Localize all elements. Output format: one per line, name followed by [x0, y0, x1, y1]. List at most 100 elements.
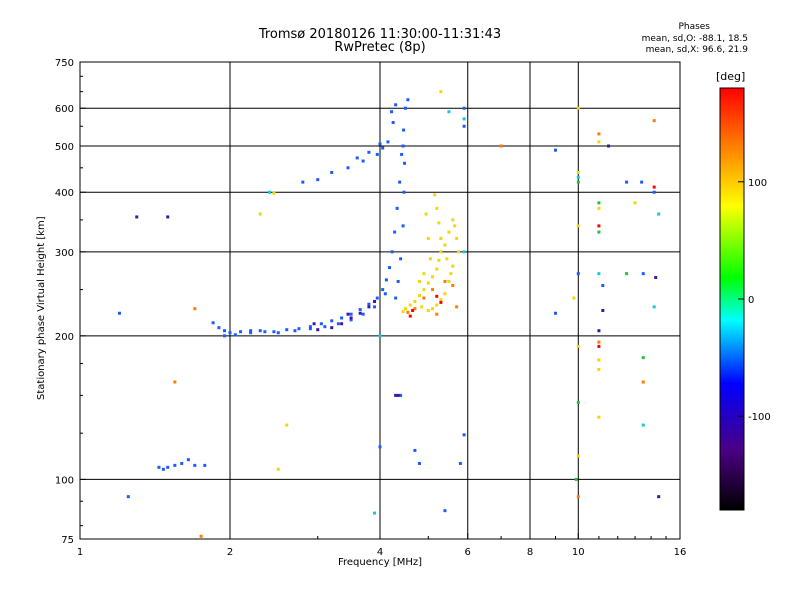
data-point: [203, 463, 207, 467]
data-point: [180, 461, 184, 465]
stats-line-o: mean, sd,O: -88.1, 18.5: [641, 34, 748, 44]
data-point: [378, 142, 382, 146]
data-point: [390, 110, 394, 114]
data-point: [399, 257, 403, 261]
y-tick-label: 75: [61, 535, 74, 546]
data-point: [445, 257, 449, 261]
data-point: [455, 236, 459, 240]
data-point: [439, 90, 443, 94]
data-point: [346, 166, 350, 170]
data-point: [657, 212, 661, 216]
data-point: [499, 144, 503, 148]
data-point: [401, 224, 405, 228]
data-point: [652, 119, 656, 123]
data-point: [396, 393, 400, 397]
data-point: [346, 312, 350, 316]
data-point: [431, 288, 435, 292]
data-point: [402, 190, 406, 194]
chart-title: Tromsø 20180126 11:30:00-11:31:43: [258, 27, 502, 42]
data-point: [576, 495, 580, 499]
data-point: [433, 193, 437, 197]
data-point: [576, 272, 580, 276]
data-point: [426, 308, 430, 312]
data-point: [641, 380, 645, 384]
data-point: [323, 325, 327, 329]
data-point: [576, 400, 580, 404]
data-point: [413, 300, 417, 304]
data-point: [395, 206, 399, 210]
data-point: [426, 236, 430, 240]
data-point: [413, 448, 417, 452]
y-tick-label: 300: [55, 248, 74, 259]
colorbar-label: [deg]: [716, 70, 746, 83]
data-point: [597, 206, 601, 210]
data-point: [625, 180, 629, 184]
data-point: [223, 334, 227, 338]
stats-line-x: mean, sd,X: 96.6, 21.9: [645, 45, 748, 55]
colorbar-tick-label: -100: [748, 412, 771, 423]
data-point: [285, 328, 289, 332]
data-point: [173, 463, 177, 467]
data-point: [297, 327, 301, 331]
y-tick-label: 100: [55, 475, 74, 486]
data-point: [435, 267, 439, 271]
data-point: [316, 178, 320, 182]
data-point: [401, 309, 405, 313]
data-point: [386, 140, 390, 144]
data-point: [437, 221, 441, 225]
data-point: [408, 303, 412, 307]
y-tick-label: 600: [55, 104, 74, 115]
data-point: [597, 224, 601, 228]
data-point: [435, 303, 439, 307]
data-point: [355, 156, 359, 160]
data-point: [375, 296, 379, 300]
data-point: [576, 224, 580, 228]
data-point: [276, 331, 280, 335]
data-point: [381, 288, 385, 292]
data-point: [367, 150, 371, 154]
data-point: [312, 322, 316, 326]
data-point: [272, 330, 276, 334]
y-tick-label: 500: [55, 142, 74, 153]
data-point: [126, 495, 130, 499]
data-point: [422, 296, 426, 300]
data-point: [447, 110, 451, 114]
data-point: [166, 215, 170, 219]
data-point: [417, 461, 421, 465]
data-point: [462, 124, 466, 128]
data-point: [458, 461, 462, 465]
data-point: [439, 298, 443, 302]
data-point: [431, 275, 435, 279]
data-point: [457, 250, 461, 254]
y-tick-label: 200: [55, 332, 74, 343]
data-point: [308, 327, 312, 331]
data-point: [597, 340, 601, 344]
data-point: [384, 278, 388, 282]
data-point: [390, 250, 394, 254]
data-point: [597, 140, 601, 144]
data-point: [330, 170, 334, 174]
data-point: [462, 433, 466, 437]
data-point: [443, 292, 447, 296]
data-point: [428, 257, 432, 261]
data-point: [553, 148, 557, 152]
data-point: [361, 312, 365, 316]
data-point: [576, 454, 580, 458]
x-tick-label: 4: [377, 547, 383, 558]
data-point: [293, 329, 297, 333]
data-point: [411, 308, 415, 312]
data-point: [641, 423, 645, 427]
data-point: [597, 132, 601, 136]
data-point: [358, 311, 362, 315]
data-point: [381, 146, 385, 150]
data-point: [597, 230, 601, 234]
data-point: [186, 458, 190, 462]
data-point: [193, 307, 197, 311]
data-point: [641, 272, 645, 276]
data-point: [652, 305, 656, 309]
data-point: [367, 302, 371, 306]
data-point: [597, 367, 601, 371]
data-point: [601, 283, 605, 287]
stats-heading: Phases: [678, 22, 710, 32]
